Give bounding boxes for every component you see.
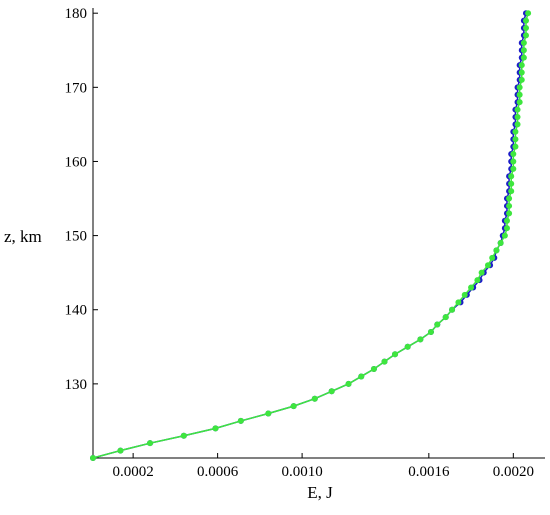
data-point [370,366,377,373]
x-tick-label: 0.0010 [281,464,322,480]
data-point [328,388,335,395]
data-point [455,299,462,306]
data-point [381,358,388,365]
y-tick-label: 170 [65,80,88,96]
data-point [516,91,523,98]
data-point [525,10,532,17]
data-point [90,455,96,461]
data-point [117,447,124,454]
data-point [427,328,434,335]
y-tick-label: 140 [65,303,88,319]
data-point [510,158,517,165]
y-tick-label: 130 [65,377,88,393]
y-axis-label: z, km [4,227,42,246]
y-tick-label: 160 [65,154,88,170]
data-point [468,284,475,291]
data-point [290,403,297,410]
series-line [92,12,527,459]
data-point [512,143,519,150]
series-line [92,12,529,459]
data-point [493,247,500,254]
data-point [508,173,515,180]
data-point [392,351,399,358]
data-point [503,217,510,224]
data-point [442,314,449,321]
data-point [506,202,513,209]
data-point [520,39,527,46]
data-point [508,188,515,195]
data-point [417,336,424,343]
data-point [506,195,513,202]
data-point [358,373,365,380]
data-point [474,277,481,284]
data-point [522,17,529,24]
data-point [520,47,527,54]
y-tick-label: 150 [65,229,88,245]
data-point [180,432,187,439]
data-point [506,210,513,217]
data-point [516,99,523,106]
data-point [512,128,519,135]
data-point [514,113,521,120]
data-point [522,32,529,39]
data-point [508,180,515,187]
x-tick-label: 0.0002 [113,464,154,480]
data-point [518,69,525,76]
data-point [514,121,521,128]
data-point [478,269,485,276]
x-tick-label: 0.0020 [493,464,534,480]
data-point [510,165,517,172]
data-point [461,291,468,298]
data-point [501,232,508,239]
data-point [518,62,525,69]
data-point [237,417,244,424]
data-point [518,76,525,83]
x-tick-label: 0.0006 [197,464,239,480]
y-tick-label: 180 [65,6,88,22]
data-point [489,254,496,261]
data-point [522,25,529,32]
data-point [512,136,519,143]
data-point [345,380,352,387]
x-axis-label: E, J [307,483,333,502]
data-point [510,151,517,158]
data-point [503,225,510,232]
data-point [516,84,523,91]
data-point [404,343,411,350]
x-tick-label: 0.0016 [408,464,450,480]
data-point [265,410,272,417]
data-point [484,262,491,269]
data-point [434,321,441,328]
data-point [497,240,504,247]
data-point [514,106,521,113]
data-point [147,440,154,447]
data-point [449,306,456,313]
data-point [212,425,219,432]
data-point [311,395,318,402]
data-point [520,54,527,61]
